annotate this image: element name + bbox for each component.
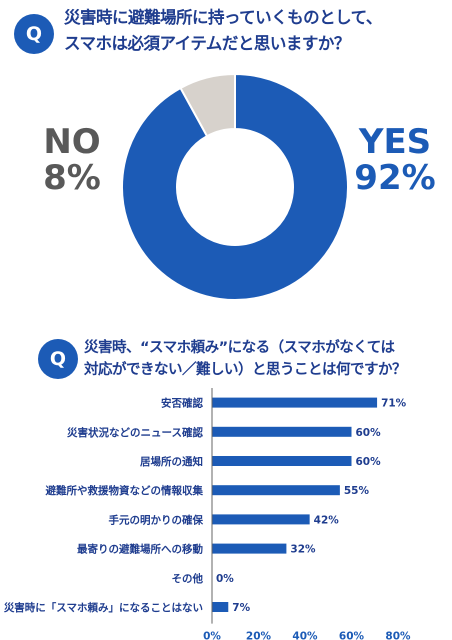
bar-category-label: 災害状況などのニュース確認 xyxy=(67,426,203,439)
bar-value-label: 71% xyxy=(381,398,407,410)
bar-value-label: 0% xyxy=(216,573,234,585)
yes-category-label: YES xyxy=(358,122,432,162)
bar-value-label: 60% xyxy=(356,456,382,468)
no-label: NO 8% xyxy=(22,124,122,196)
yes-no-donut-chart xyxy=(121,72,349,301)
bar xyxy=(212,485,340,496)
no-category-label: NO xyxy=(43,122,101,162)
bar xyxy=(212,426,352,437)
bar-value-label: 55% xyxy=(344,485,370,497)
question-1-text: 災害時に避難場所に持っていくものとして、 スマホは必須アイテムだと思いますか？ xyxy=(64,8,382,53)
yes-percent-label: 92% xyxy=(354,158,436,198)
x-tick-label: 40% xyxy=(292,631,318,640)
bar-category-label: 最寄りの避難場所への移動 xyxy=(77,543,203,556)
x-tick-label: 20% xyxy=(246,631,272,640)
yes-label: YES 92% xyxy=(340,124,450,196)
bar-value-label: 42% xyxy=(314,514,340,526)
bar-value-label: 32% xyxy=(290,544,316,556)
bar-category-label: 災害時に「スマホ頼み」になることはない xyxy=(4,601,203,614)
question-1-badge: Q xyxy=(14,14,54,54)
bar xyxy=(212,456,352,466)
question-2-badge: Q xyxy=(38,339,78,379)
bar-category-label: 安否確認 xyxy=(161,397,203,410)
bar-value-label: 7% xyxy=(232,602,250,614)
x-tick-label: 0% xyxy=(203,631,221,640)
donut-slice-no xyxy=(179,72,236,138)
donut-slice-yes xyxy=(121,72,349,301)
reasons-bar-chart: 安否確認 71% 災害状況などのニュース確認 60% 居場所の通知 60% 避難所や救援物資… xyxy=(4,388,411,640)
bar xyxy=(212,397,378,408)
bar-category-label: 居場所の通知 xyxy=(140,455,203,468)
x-tick-label: 80% xyxy=(385,631,411,640)
bar xyxy=(212,543,287,554)
bar-category-label: その他 xyxy=(172,572,204,585)
question-2-text: 災害時、“スマホ頼み”になる（スマホがなくては 対応ができない／難しい）と思うこ… xyxy=(84,340,407,378)
bar-value-label: 60% xyxy=(356,427,382,439)
x-tick-label: 60% xyxy=(339,631,365,640)
no-percent-label: 8% xyxy=(43,158,101,198)
bar-category-label: 避難所や救援物資などの情報収集 xyxy=(45,484,204,497)
bar-category-label: 手元の明かりの確保 xyxy=(109,513,204,526)
bar xyxy=(212,514,310,525)
bar xyxy=(212,602,229,612)
